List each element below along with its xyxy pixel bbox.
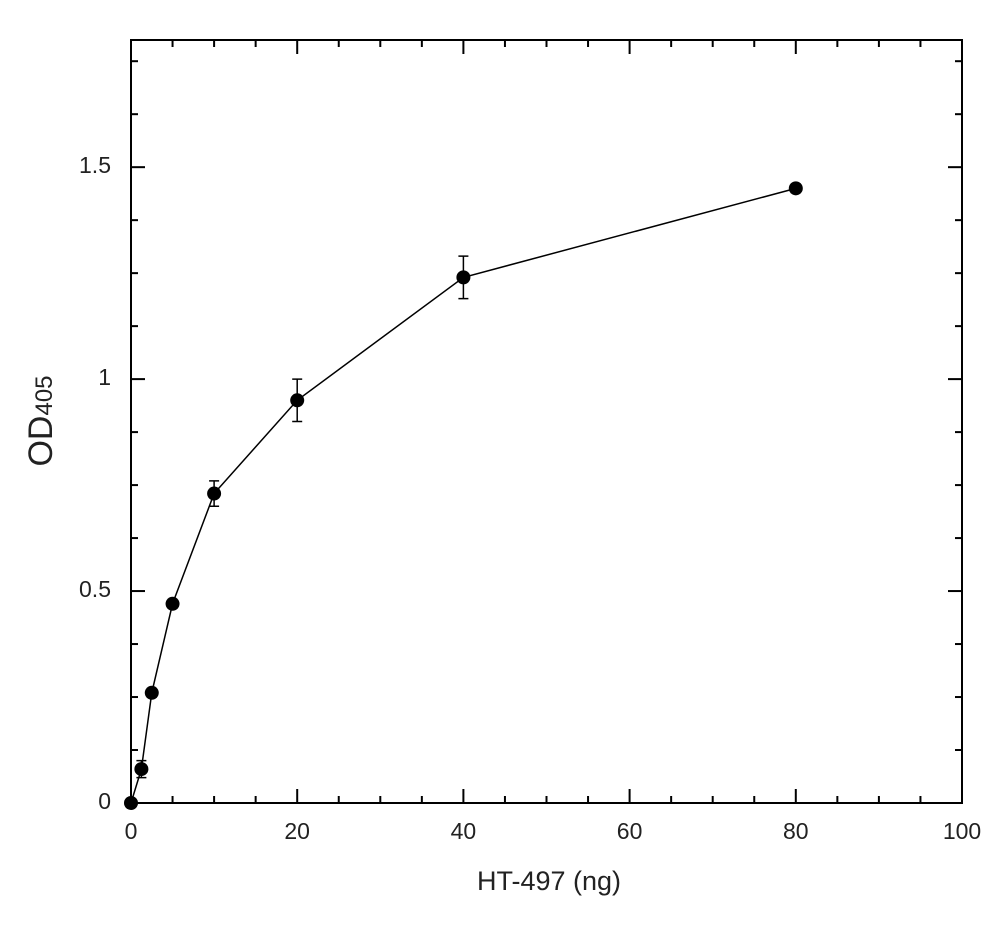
- x-tick-label: 40: [451, 818, 477, 844]
- y-axis-label-subscript: 405: [31, 375, 58, 415]
- x-tick-label: 60: [617, 818, 643, 844]
- y-tick-label: 0: [98, 788, 111, 814]
- y-tick-label: 1.5: [79, 152, 111, 178]
- data-point: [134, 762, 149, 777]
- x-axis-label: HT-497 (ng): [477, 866, 621, 896]
- x-tick-label: 20: [284, 818, 310, 844]
- data-point: [124, 796, 138, 810]
- data-point: [207, 486, 222, 501]
- data-point: [165, 596, 180, 611]
- y-tick-label: 0.5: [79, 576, 111, 602]
- plot-frame: [130, 39, 963, 804]
- x-tick-label: 80: [783, 818, 809, 844]
- data-point: [456, 270, 471, 285]
- x-tick-label: 100: [943, 818, 981, 844]
- x-tick-label: 0: [125, 818, 138, 844]
- data-point: [144, 685, 159, 700]
- data-point: [290, 393, 305, 408]
- data-point: [788, 181, 803, 196]
- y-axis-label-main: OD: [22, 416, 60, 467]
- series-line: [130, 187, 796, 804]
- y-tick-label: 1: [98, 364, 111, 390]
- y-axis-label: OD405: [22, 375, 60, 466]
